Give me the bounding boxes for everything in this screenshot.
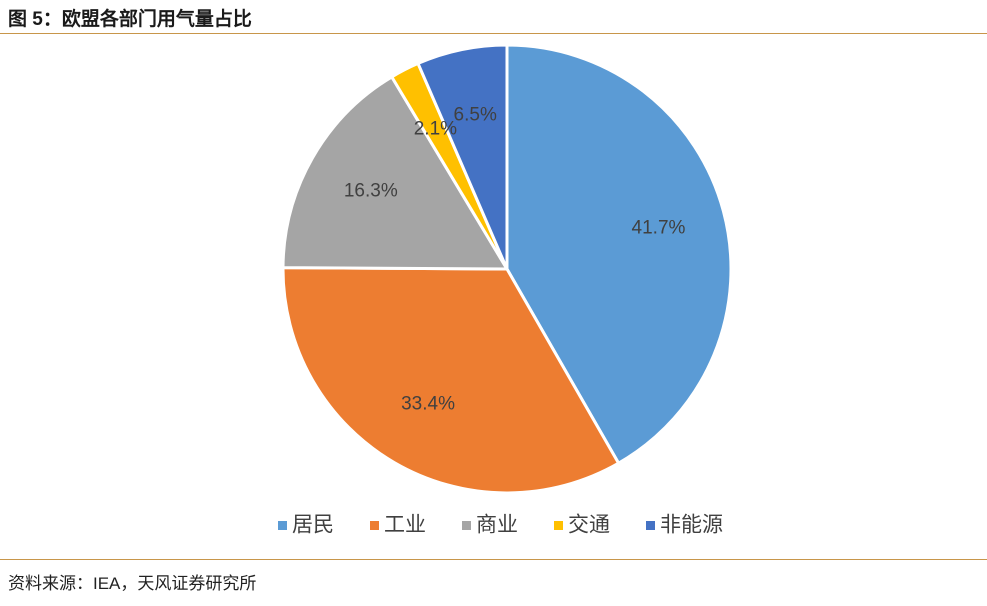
legend-swatch-3 [462,521,471,530]
legend-label-1: 居民 [292,514,334,537]
pie-slice-5 [416,43,509,271]
legend-label-4: 交通 [568,514,610,537]
legend-label-2: 工业 [384,514,426,537]
slice-data-label-3: 16.3% [344,180,398,201]
pie-chart: 41.7% 33.4% 16.3% 2.1%6.5% 居民 工业 商业 交通 非能源 [278,43,733,537]
legend-swatch-4 [554,521,563,530]
figure-title: 图 5：欧盟各部门用气量占比 [8,9,252,30]
legend-item-5: 非能源 [646,514,723,537]
legend-item-2: 工业 [370,514,426,537]
slice-data-label-2: 33.4% [401,393,455,414]
chart-legend: 居民 工业 商业 交通 非能源 [278,514,723,537]
legend-item-1: 居民 [278,514,334,537]
slice-data-label-1: 41.7% [632,218,686,239]
legend-swatch-2 [370,521,379,530]
pie-slice-3 [281,75,509,271]
legend-swatch-5 [646,521,655,530]
source-rule [0,559,987,560]
pie-slice-1 [505,43,733,465]
title-rule [0,33,987,34]
source-note: 资料来源：IEA，天风证券研究所 [8,574,257,593]
legend-label-5: 非能源 [660,514,723,537]
pie-data-labels: 41.7% 33.4% 16.3% 2.1%6.5% [344,104,686,414]
slice-data-label-5: 6.5% [454,104,497,125]
legend-item-3: 商业 [462,514,518,537]
slice-data-label-4: 2.1% [414,119,457,140]
pie-slice-2 [281,266,621,495]
legend-swatch-1 [278,521,287,530]
legend-item-4: 交通 [554,514,610,537]
legend-label-3: 商业 [476,514,518,537]
pie-slices [281,43,733,495]
